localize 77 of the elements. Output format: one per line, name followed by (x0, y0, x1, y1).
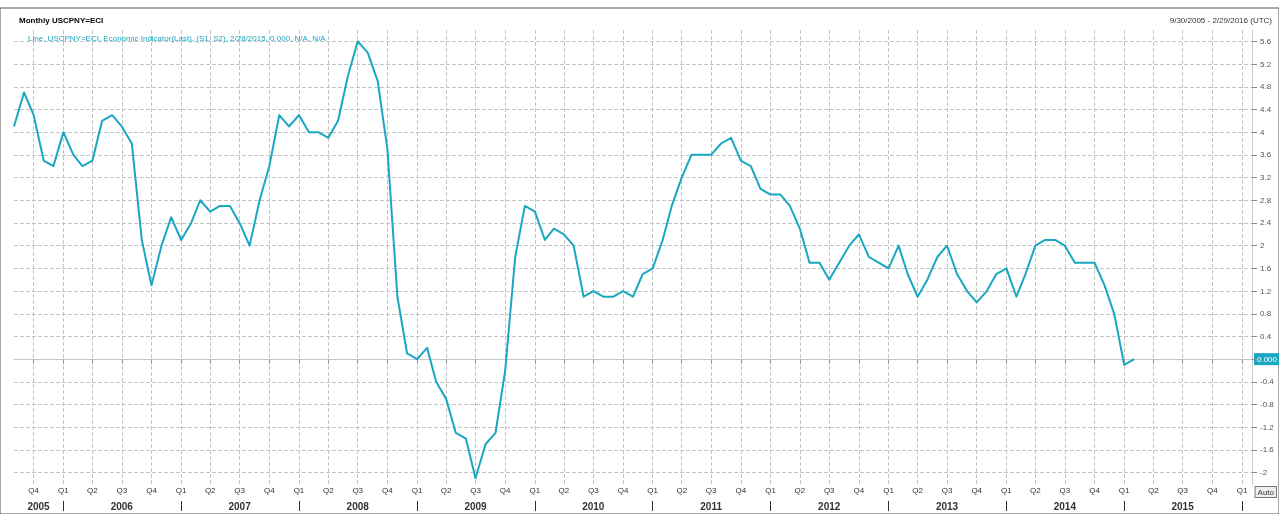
x-tick-label: Q4 (382, 485, 394, 495)
text: Auto (1257, 487, 1275, 497)
text: Line, USCPNY=ECI, Economic Indicator(Last), (S1, S2), 2/28/2015, 0.000, N/A, N/A (28, 33, 327, 43)
y-tick-label: 5.6 (1260, 36, 1272, 46)
x-tick-label: Q4 (971, 485, 983, 495)
x-tick-label: Q2 (676, 485, 688, 495)
x-tick-label: Q3 (823, 485, 836, 495)
x2-tick-label: 2007 (228, 500, 252, 512)
x-tick-label: Q1 (529, 485, 541, 495)
y-tick-label: 3.6 (1260, 150, 1272, 160)
y-tick-label: 2.8 (1260, 195, 1272, 205)
chart-title: Monthly USCPNY=ECI (19, 15, 104, 25)
x-tick-label: Q3 (470, 485, 482, 495)
x-tick-label: Q4 (499, 485, 512, 495)
chart-subtitle: 9/30/2005 - 2/29/2016 (UTC) (1169, 15, 1273, 25)
x2-tick-label: 2012 (818, 500, 841, 512)
x-tick-label: Q4 (1206, 485, 1219, 495)
x-tick-label: Q2 (794, 485, 806, 495)
y-tick-label: -1.6 (1260, 445, 1275, 455)
x2-tick-label: 2011 (700, 500, 723, 512)
x-tick-label: Q2 (204, 485, 217, 495)
y-tick-label: 1.6 (1260, 263, 1272, 273)
y-tick-label: 4 (1260, 127, 1265, 137)
y-tick-label: 4.4 (1260, 104, 1272, 114)
y-tick-label: 2.4 (1260, 218, 1272, 228)
x2-tick-label: 2014 (1053, 500, 1077, 512)
y-tick-label: -0.4 (1260, 377, 1275, 387)
y-tick-label: 2 (1260, 241, 1265, 251)
x-tick-label: Q1 (58, 485, 70, 495)
x-tick-label: Q4 (263, 485, 276, 495)
x-tick-label: Q3 (1177, 485, 1189, 495)
x-tick-label: Q4 (617, 485, 629, 495)
x-tick-label: Q1 (765, 485, 777, 495)
x-tick-label: Q1 (647, 485, 659, 495)
y-tick-label: -1.2 (1260, 422, 1275, 432)
x-tick-label: Q3 (116, 485, 128, 495)
x-tick-label: Q1 (883, 485, 895, 495)
y-tick-label: 0.4 (1260, 331, 1272, 341)
x-tick-label: Q4 (1089, 485, 1101, 495)
x-tick-label: Q2 (558, 485, 570, 495)
x-tick-label: Q3 (941, 485, 953, 495)
x-tick-label: Q1 (1236, 485, 1248, 495)
x2-tick-label: 2009 (464, 500, 488, 512)
y-tick-label: 0.8 (1260, 309, 1272, 319)
x-tick-label: Q1 (1001, 485, 1013, 495)
x-tick-label: Q2 (1030, 485, 1042, 495)
y-tick-label: 4.8 (1260, 82, 1272, 92)
x-tick-label: Q3 (1059, 485, 1071, 495)
x-tick-label: Q3 (234, 485, 246, 495)
x-tick-label: Q4 (853, 485, 865, 495)
x2-tick-label: 2006 (110, 500, 134, 512)
x-tick-label: Q4 (146, 485, 158, 495)
x-tick-label: Q3 (352, 485, 364, 495)
x-tick-label: Q1 (1118, 485, 1131, 495)
x2-tick-label: 2005 (27, 500, 51, 512)
y-tick-label: -0.8 (1260, 400, 1275, 410)
x-tick-label: Q2 (1147, 485, 1160, 495)
x-tick-label: Q1 (293, 485, 305, 495)
x-tick-label: Q4 (735, 485, 747, 495)
y-tick-label: -2 (1260, 468, 1268, 478)
x2-tick-label: 2010 (582, 500, 605, 512)
y-tick-label: 3.2 (1260, 173, 1272, 183)
x-tick-label: Q3 (587, 485, 600, 495)
x-tick-label: Q2 (87, 485, 99, 495)
x2-tick-label: 2015 (1171, 500, 1195, 512)
x2-tick-label: 2013 (935, 500, 959, 512)
x-tick-label: Q1 (411, 485, 423, 495)
y-tick-label: 5.2 (1260, 59, 1272, 69)
text: 0.000 (1257, 354, 1278, 364)
x2-tick-label: 2008 (346, 500, 370, 512)
y-tick-label: 1.2 (1260, 286, 1272, 296)
x-tick-label: Q2 (323, 485, 335, 495)
x-tick-label: Q2 (912, 485, 924, 495)
x-tick-label: Q3 (705, 485, 717, 495)
x-tick-label: Q1 (175, 485, 188, 495)
x-tick-label: Q2 (440, 485, 453, 495)
x-tick-label: Q4 (28, 485, 40, 495)
